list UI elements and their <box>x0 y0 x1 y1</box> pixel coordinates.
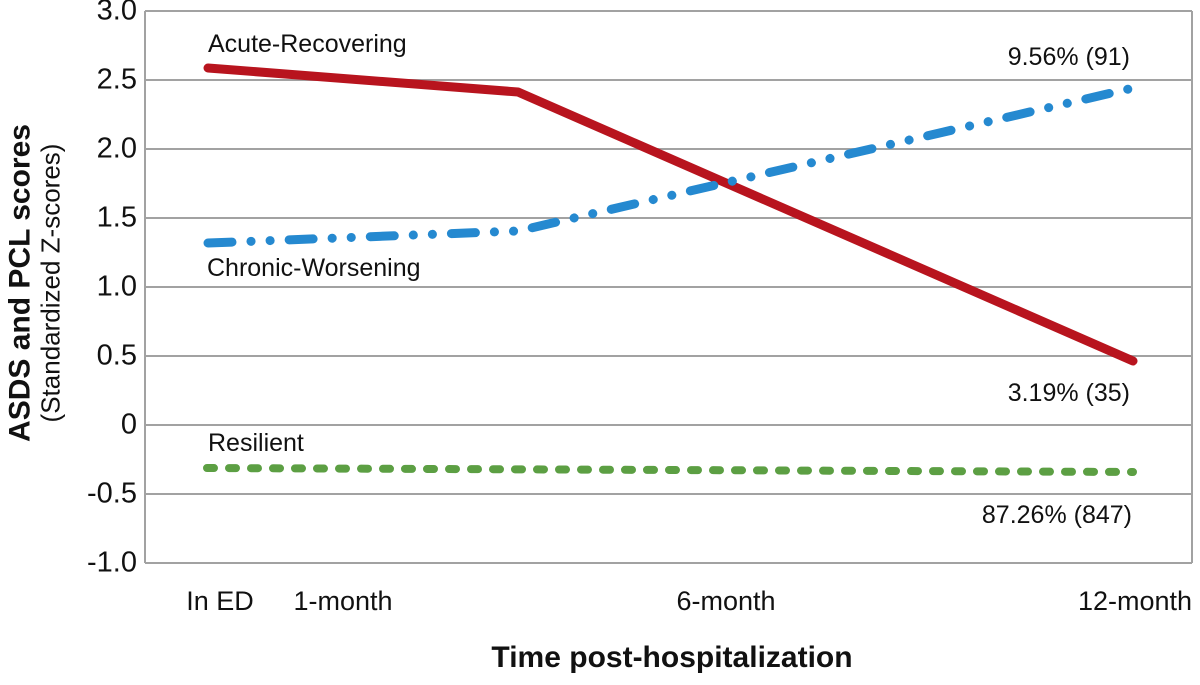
chronic-worsening-percent-label: 9.56% (91) <box>1007 43 1130 71</box>
y-tick-label: -0.5 <box>87 477 137 510</box>
x-tick-label-in-ed: In ED <box>186 586 254 616</box>
series-line-acute-recovering <box>203 63 1138 366</box>
resilient-percent-label: 87.26% (847) <box>981 501 1132 529</box>
y-tick-label: 0.5 <box>96 339 137 372</box>
y-tick-label: -1.0 <box>87 546 137 579</box>
x-axis-title: Time post-hospitalization <box>491 641 853 674</box>
series-label-acute-recovering: Acute-Recovering <box>208 30 407 58</box>
y-tick-label: 0 <box>120 408 137 441</box>
y-tick-label: 3.0 <box>96 0 137 27</box>
y-tick-label: 1.0 <box>96 270 137 303</box>
acute-recovering-percent-label: 3.19% (35) <box>1007 379 1130 407</box>
y-tick-label: 2.0 <box>96 132 137 165</box>
y-tick-label: 2.5 <box>96 63 137 96</box>
y-tick-label: 1.5 <box>96 201 137 234</box>
series-line-chronic-worsening <box>203 83 1138 248</box>
x-tick-label-1-month: 1-month <box>293 586 393 616</box>
x-tick-label-6-month: 6-month <box>676 586 776 616</box>
series-label-resilient: Resilient <box>208 429 304 457</box>
x-tick-label-12-month: 12-month <box>1077 586 1193 616</box>
series-label-chronic-worsening: Chronic-Worsening <box>207 254 421 282</box>
series-line-resilient <box>203 464 1137 476</box>
